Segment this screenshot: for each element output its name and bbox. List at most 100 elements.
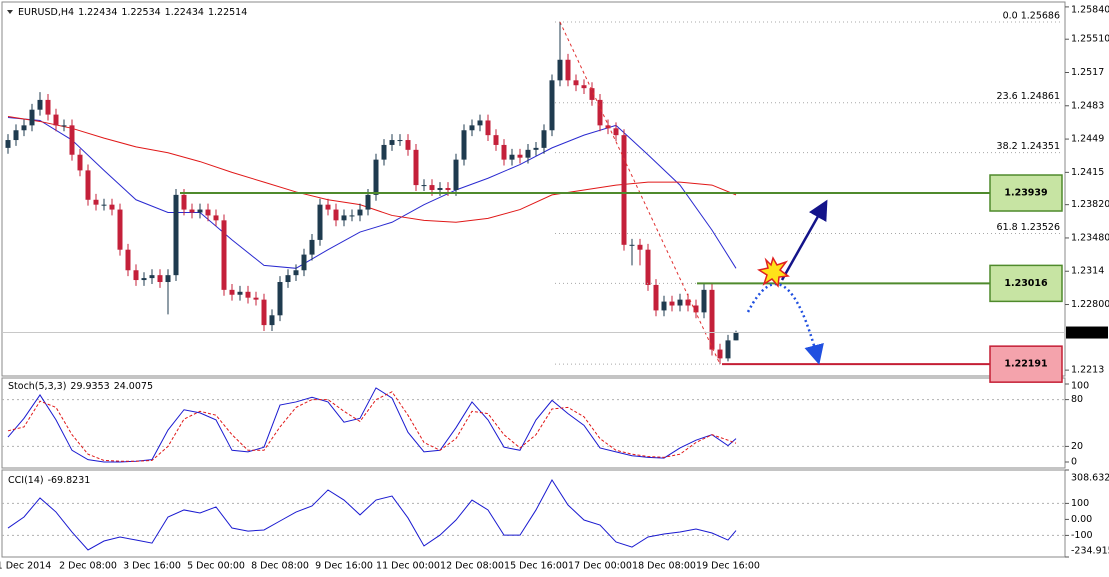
- y-tick-label: -234.9155: [1071, 546, 1109, 557]
- candle-body: [669, 301, 675, 306]
- header-low: 1.22434: [165, 7, 204, 18]
- header-close: 1.22514: [208, 7, 247, 18]
- candle-body: [101, 204, 107, 206]
- level-label: 1.23939: [1004, 188, 1047, 199]
- fib-label: 61.8 1.23526: [997, 222, 1060, 233]
- candle-body: [237, 291, 243, 295]
- candle-body: [197, 209, 203, 213]
- x-tick-label: 17 Dec 00:00: [568, 561, 632, 572]
- x-tick-label: 15 Dec 16:00: [504, 561, 568, 572]
- candle-body: [141, 278, 147, 281]
- candle-body: [517, 154, 523, 158]
- candle-body: [717, 349, 723, 359]
- y-tick-label: 1.2483: [1071, 100, 1104, 111]
- candle-body: [93, 199, 99, 205]
- candle-body: [293, 270, 299, 276]
- candle-body: [565, 59, 571, 81]
- current-price-box: [1066, 326, 1108, 339]
- candle-body: [421, 185, 427, 187]
- candle-body: [429, 185, 435, 190]
- candle-body: [533, 147, 539, 150]
- y-tick-label: 1.23480: [1071, 232, 1109, 243]
- candle-body: [653, 284, 659, 311]
- candle-body: [549, 80, 555, 131]
- candle-body: [629, 244, 635, 246]
- y-tick-label: 80: [1071, 394, 1083, 405]
- candle-body: [509, 154, 515, 160]
- stoch-title: Stoch(5,3,3): [8, 381, 66, 392]
- candle-body: [85, 170, 91, 200]
- stoch-panel: [1, 377, 1066, 469]
- candle-body: [157, 275, 163, 283]
- header-open: 1.22434: [78, 7, 117, 18]
- candle-body: [365, 194, 371, 210]
- candle-body: [53, 114, 59, 126]
- candle-body: [709, 289, 715, 350]
- candle-body: [221, 220, 227, 290]
- candle-body: [205, 209, 211, 216]
- candle-body: [269, 315, 275, 326]
- candle-body: [493, 135, 499, 145]
- x-tick-label: 8 Dec 08:00: [251, 561, 309, 572]
- x-tick-label: 12 Dec 08:00: [440, 561, 504, 572]
- y-tick-label: 1.22800: [1071, 299, 1109, 310]
- cci-header: CCI(14) -69.8231: [8, 475, 90, 486]
- candle-body: [165, 275, 171, 283]
- y-tick-label: 100: [1071, 381, 1089, 392]
- level-box: [989, 174, 1063, 212]
- y-tick-label: 308.6321: [1071, 473, 1109, 484]
- fib-label: 38.2 1.24351: [997, 141, 1060, 152]
- candle-body: [45, 99, 51, 115]
- stoch-header: Stoch(5,3,3) 29.9353 24.0075: [8, 381, 153, 392]
- x-tick-label: 1 Dec 2014: [0, 561, 51, 572]
- candle-body: [469, 125, 475, 131]
- candle-body: [461, 130, 467, 160]
- header-high: 1.22534: [121, 7, 160, 18]
- x-tick-label: 3 Dec 16:00: [123, 561, 181, 572]
- candle-body: [613, 128, 619, 136]
- fib-label: 23.6 1.24861: [997, 91, 1060, 102]
- candle-body: [189, 209, 195, 213]
- level-label: 1.22191: [1004, 359, 1047, 370]
- y-tick-label: 1.2415: [1071, 167, 1104, 178]
- candle-body: [621, 135, 627, 245]
- candle-body: [125, 249, 131, 271]
- menu-icon[interactable]: [7, 10, 13, 14]
- candle-body: [285, 275, 291, 283]
- candle-body: [405, 140, 411, 150]
- level-box: [989, 264, 1063, 303]
- y-tick-label: 100: [1071, 498, 1089, 509]
- candle-body: [13, 130, 19, 141]
- moving-average: [7, 117, 737, 269]
- candle-body: [333, 209, 339, 221]
- candle-body: [501, 144, 507, 160]
- y-tick-label: 20: [1071, 441, 1083, 452]
- candle-body: [677, 299, 683, 306]
- candle-body: [541, 130, 547, 148]
- cci-panel: [1, 469, 1066, 558]
- candle-body: [309, 239, 315, 255]
- candle-body: [117, 209, 123, 250]
- x-tick-label: 9 Dec 16:00: [315, 561, 373, 572]
- candle-body: [589, 88, 595, 100]
- x-tick-label: 5 Dec 00:00: [187, 561, 245, 572]
- candle-body: [373, 159, 379, 195]
- candle-body: [445, 188, 451, 190]
- candle-body: [685, 299, 691, 306]
- candle-body: [133, 270, 139, 281]
- candle-body: [645, 249, 651, 285]
- candle-body: [605, 125, 611, 129]
- candle-body: [317, 204, 323, 240]
- current-price-label: 1.22514: [1069, 327, 1108, 338]
- indicator-line: [7, 479, 737, 551]
- candle-body: [29, 109, 35, 126]
- down-arrow: [746, 282, 824, 365]
- y-tick-label: 1.2213: [1071, 365, 1104, 376]
- level-label: 1.23016: [1004, 278, 1048, 289]
- x-tick-label: 2 Dec 08:00: [59, 561, 117, 572]
- candle-body: [349, 215, 355, 217]
- candle-body: [701, 289, 707, 313]
- candle-body: [597, 99, 603, 126]
- candle-body: [325, 204, 331, 210]
- candle-body: [693, 305, 699, 313]
